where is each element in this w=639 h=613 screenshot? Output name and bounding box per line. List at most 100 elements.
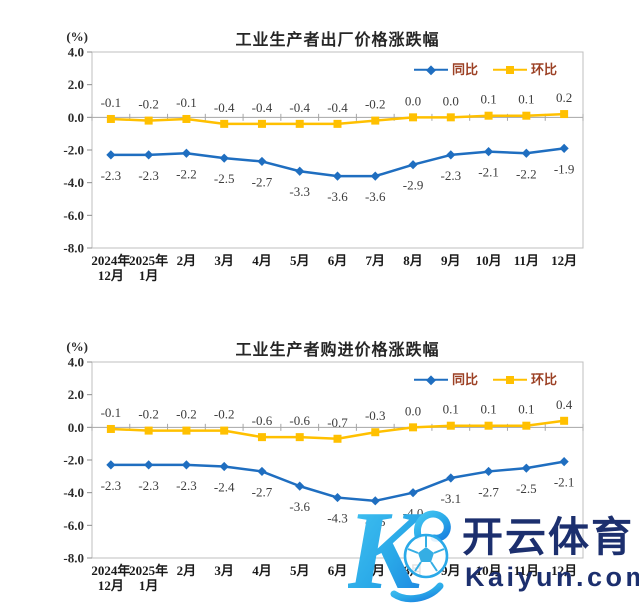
svg-text:12月: 12月 <box>551 563 577 578</box>
legend-item-mom: 环比 <box>492 62 557 77</box>
ppi-output-price-chart: 工业生产者出厂价格涨跌幅 (%) 4.0 2.0 0.0 -2.0 -4.0 -6.0 -8… <box>0 0 639 300</box>
data-label: 0.1 <box>443 402 459 417</box>
svg-text:-2.0: -2.0 <box>63 143 84 158</box>
mom-series: -0.1 -0.2 -0.1 -0.4 -0.4 -0.4 -0.4 -0.2 0.0 0.0 0.… <box>101 90 572 128</box>
data-point <box>257 119 266 128</box>
chart-legend: 同比 环比 <box>413 62 557 77</box>
svg-text:7月: 7月 <box>366 563 386 578</box>
svg-text:10月: 10月 <box>476 563 502 578</box>
ppi-purchase-price-chart: 工业生产者购进价格涨跌幅 (%) 4.0 2.0 0.0 -2.0 -4.0 -6.0 -8… <box>0 310 639 610</box>
data-label: -2.3 <box>101 168 122 183</box>
data-label: -2.1 <box>478 165 499 180</box>
svg-text:9月: 9月 <box>441 253 461 268</box>
data-point <box>522 111 531 120</box>
data-point <box>295 481 305 491</box>
data-label: 0.1 <box>480 402 496 417</box>
yoy-line-marker-icon <box>413 374 448 385</box>
data-point <box>144 116 153 125</box>
data-point <box>220 426 229 435</box>
svg-text:1月: 1月 <box>139 578 159 593</box>
data-point <box>106 460 116 470</box>
data-point <box>295 166 305 176</box>
data-label: -4.0 <box>403 506 424 521</box>
data-label: 0.0 <box>443 93 459 108</box>
y-axis: 4.0 2.0 0.0 -2.0 -4.0 -6.0 -8.0 <box>63 355 92 566</box>
data-label: -0.1 <box>176 95 197 110</box>
data-point <box>484 111 493 120</box>
y-axis: 4.0 2.0 0.0 -2.0 -4.0 -6.0 -8.0 <box>63 45 92 256</box>
legend-item-mom: 环比 <box>492 373 557 386</box>
data-point <box>484 421 493 430</box>
data-label: -3.6 <box>289 499 310 514</box>
data-label: -2.2 <box>516 166 537 181</box>
svg-text:0.0: 0.0 <box>68 110 84 125</box>
data-label: -3.6 <box>365 189 386 204</box>
data-label: -2.1 <box>554 475 575 490</box>
data-point <box>257 156 267 167</box>
chart-legend: 同比 环比 <box>413 373 557 386</box>
data-point <box>446 421 455 430</box>
data-point <box>446 150 456 160</box>
data-point <box>370 171 380 181</box>
mom-line-marker-icon <box>492 65 527 75</box>
y-axis-unit-label: (%) <box>66 29 88 44</box>
data-label: -2.3 <box>441 168 462 183</box>
svg-text:5月: 5月 <box>290 563 310 578</box>
data-point <box>560 110 569 119</box>
chart-title: 工业生产者出厂价格涨跌幅 <box>235 32 440 49</box>
svg-text:-2.0: -2.0 <box>63 453 84 468</box>
data-label: -0.4 <box>289 100 310 115</box>
data-label: -2.3 <box>101 478 122 493</box>
data-label: -0.6 <box>289 413 310 428</box>
chart-title: 工业生产者购进价格涨跌幅 <box>235 342 440 359</box>
data-label: -3.1 <box>441 491 462 506</box>
data-point <box>333 119 342 128</box>
data-label: -0.2 <box>365 97 386 112</box>
data-point <box>409 423 418 432</box>
data-label: -1.9 <box>554 161 575 176</box>
data-label: -2.3 <box>176 478 197 493</box>
legend-item-yoy: 同比 <box>413 373 478 386</box>
kaiyun-brand-en: Kaiyun.com <box>465 562 639 592</box>
data-point <box>257 466 267 477</box>
data-point <box>219 153 229 163</box>
data-label: -2.3 <box>138 478 159 493</box>
svg-text:-8.0: -8.0 <box>63 241 84 256</box>
data-label: -0.3 <box>365 408 386 423</box>
svg-text:2024年: 2024年 <box>91 563 130 578</box>
data-label: -2.3 <box>138 168 159 183</box>
data-point <box>219 461 229 472</box>
svg-text:4.0: 4.0 <box>68 355 84 370</box>
data-point <box>182 426 191 435</box>
svg-text:9月: 9月 <box>441 563 461 578</box>
svg-text:2024年: 2024年 <box>91 253 130 268</box>
svg-text:4月: 4月 <box>252 253 272 268</box>
data-point <box>106 114 115 123</box>
data-point <box>257 433 266 442</box>
svg-text:2.0: 2.0 <box>68 387 84 402</box>
data-point <box>483 147 494 157</box>
data-point <box>560 416 569 425</box>
mom-series: -0.1 -0.2 -0.2 -0.2 -0.6 -0.6 -0.7 -0.3 0.0 0.1 0.… <box>101 397 573 443</box>
data-label: -0.2 <box>176 407 197 422</box>
legend-label-mom: 环比 <box>530 62 557 77</box>
data-point <box>333 434 342 443</box>
data-label: -2.9 <box>403 178 424 193</box>
svg-text:12月: 12月 <box>98 268 124 283</box>
data-label: -2.5 <box>516 481 537 496</box>
svg-text:2月: 2月 <box>177 253 197 268</box>
svg-text:-4.0: -4.0 <box>63 485 84 500</box>
data-label: 0.4 <box>556 397 573 412</box>
svg-text:12月: 12月 <box>551 253 577 268</box>
data-label: 0.1 <box>518 402 534 417</box>
svg-text:4月: 4月 <box>252 563 272 578</box>
svg-text:11月: 11月 <box>514 563 539 578</box>
data-label: -0.1 <box>101 95 122 110</box>
chart-plot-area: 4.02.00.0-2.0-4.0-6.0-8.02024年12月2025年1月… <box>63 45 584 283</box>
data-point <box>559 143 569 153</box>
svg-text:6月: 6月 <box>328 563 348 578</box>
data-point <box>181 148 192 158</box>
data-label: -0.2 <box>138 97 159 112</box>
